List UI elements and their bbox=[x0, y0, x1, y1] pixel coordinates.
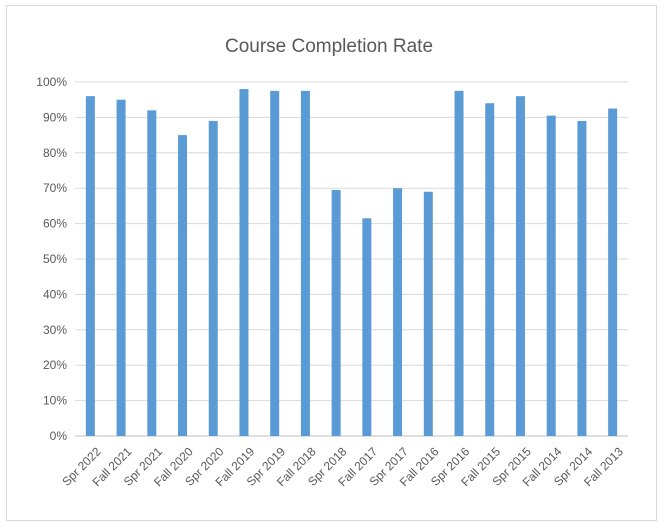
y-tick-label: 90% bbox=[43, 110, 67, 124]
bar bbox=[270, 90, 280, 436]
bar bbox=[608, 108, 618, 437]
y-tick-label: 40% bbox=[43, 287, 67, 301]
bar bbox=[331, 189, 341, 436]
bar bbox=[300, 90, 310, 436]
bar bbox=[577, 120, 587, 436]
bar bbox=[178, 135, 188, 436]
y-tick-label: 20% bbox=[43, 358, 67, 372]
bar bbox=[362, 218, 372, 436]
chart-frame: Course Completion Rate 0% 10% 20% 30% 40% 50%… bbox=[6, 5, 657, 521]
bar bbox=[147, 110, 157, 436]
y-axis-tick-labels: 0% 10% 20% 30% 40% 50% 60% 70% 80% 90% 100% bbox=[36, 75, 67, 443]
bar bbox=[546, 115, 556, 436]
bar bbox=[485, 103, 495, 437]
y-tick-label: 100% bbox=[36, 75, 67, 89]
bar bbox=[423, 191, 433, 436]
bar bbox=[116, 99, 126, 436]
bar bbox=[239, 89, 249, 436]
bar bbox=[393, 188, 403, 436]
y-tick-label: 80% bbox=[43, 146, 67, 160]
y-tick-label: 30% bbox=[43, 323, 67, 337]
grid-layer bbox=[75, 81, 628, 437]
y-tick-label: 60% bbox=[43, 217, 67, 231]
y-tick-label: 0% bbox=[50, 429, 68, 443]
y-tick-label: 70% bbox=[43, 181, 67, 195]
bar bbox=[515, 96, 525, 436]
bar-series bbox=[85, 89, 618, 437]
bar bbox=[85, 96, 95, 436]
bar bbox=[208, 120, 218, 436]
y-tick-label: 50% bbox=[43, 252, 67, 266]
chart-title: Course Completion Rate bbox=[225, 36, 433, 57]
y-tick-label: 10% bbox=[43, 394, 67, 408]
bar bbox=[454, 90, 464, 436]
chart-svg: Course Completion Rate 0% 10% 20% 30% 40% 50%… bbox=[36, 36, 628, 489]
